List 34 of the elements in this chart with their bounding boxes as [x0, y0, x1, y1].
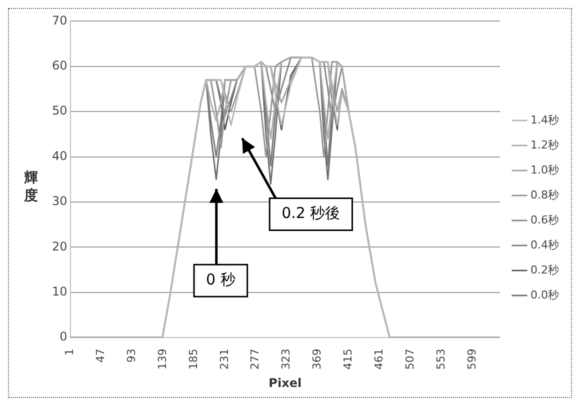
x-tick-label: 323: [280, 348, 293, 370]
x-tick-label: 47: [94, 348, 108, 363]
x-tick-label: 553: [434, 348, 448, 370]
legend-label: 0.6秒: [530, 213, 560, 226]
y-tick-label: 70: [52, 13, 68, 28]
legend-label: 1.0秒: [530, 163, 560, 176]
legend-label: 1.4秒: [530, 113, 560, 126]
y-tick-label: 40: [52, 148, 68, 163]
y-tick-label: 10: [52, 284, 68, 299]
legend-label: 0.2秒: [530, 263, 560, 276]
x-tick-label: 93: [125, 348, 138, 363]
x-tick-label: 185: [186, 348, 200, 370]
x-tick-label: 277: [248, 348, 262, 370]
y-axis-title: 輝度: [22, 169, 39, 205]
y-tick-label: 20: [52, 239, 68, 254]
x-tick-label: 415: [342, 348, 355, 370]
x-axis-title: Pixel: [268, 376, 302, 390]
legend-label: 1.2秒: [530, 138, 560, 152]
x-tick-label: 369: [310, 348, 324, 370]
x-tick-label: 231: [218, 348, 231, 370]
x-tick-label: 599: [465, 348, 478, 370]
legend-label: 0.4秒: [530, 238, 560, 252]
legend-label: 0.8秒: [530, 188, 560, 202]
y-tick-label: 30: [52, 194, 68, 208]
legend-label: 0.0秒: [530, 288, 560, 302]
y-tick-label: 50: [52, 104, 68, 118]
x-tick-label: 461: [372, 348, 386, 370]
annotation: 0 秒: [206, 270, 236, 289]
x-tick-label: 507: [403, 348, 416, 370]
x-tick-label: 1: [63, 348, 76, 356]
x-tick-label: 139: [156, 348, 169, 370]
annotation: 0.2 秒後: [282, 204, 340, 222]
y-tick-label: 0: [60, 330, 68, 344]
y-tick-label: 60: [52, 58, 68, 73]
